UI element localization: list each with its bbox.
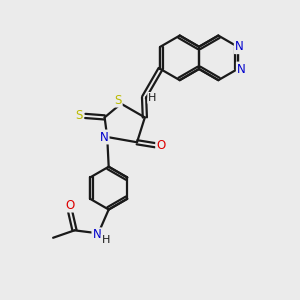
- Text: H: H: [101, 235, 110, 245]
- Text: H: H: [148, 93, 157, 103]
- Text: N: N: [235, 40, 244, 53]
- Text: N: N: [100, 130, 109, 143]
- Text: S: S: [76, 110, 83, 122]
- Text: N: N: [92, 228, 101, 241]
- Text: O: O: [156, 139, 165, 152]
- Text: N: N: [237, 62, 246, 76]
- Text: O: O: [65, 199, 75, 212]
- Text: S: S: [114, 94, 122, 106]
